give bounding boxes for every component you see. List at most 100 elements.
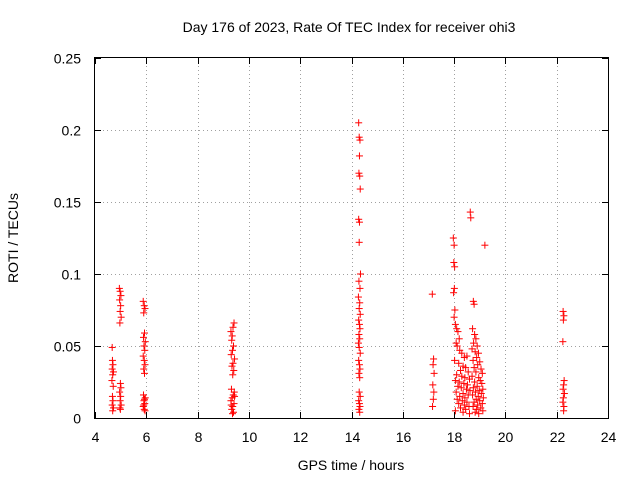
data-point [471,348,479,356]
x-tick-label: 4 [92,429,100,445]
data-point [559,307,567,315]
grid-lines [95,58,608,418]
data-point [227,351,235,359]
data-point [139,297,147,305]
data-point [430,388,438,396]
data-point [117,302,125,310]
data-point [469,356,477,364]
data-point [467,214,475,222]
data-point [479,394,487,402]
data-point [560,390,568,398]
data-point [139,391,147,399]
data-point [455,378,463,386]
data-point [478,379,486,387]
data-point [452,339,460,347]
data-point [355,316,363,324]
data-point [469,391,477,399]
data-point [471,330,479,338]
data-point [109,404,117,412]
data-point [465,410,473,418]
data-point [108,343,116,351]
data-point [462,385,470,393]
data-point [356,374,364,382]
data-point [469,402,477,410]
data-point [559,398,567,406]
x-axis-label: GPS time / hours [298,457,405,473]
data-point [229,359,237,367]
data-point [478,369,486,377]
data-point [116,397,124,405]
data-point [355,330,363,338]
data-point [559,316,567,324]
data-point [140,302,148,310]
data-point [117,384,125,392]
data-point [355,405,363,413]
data-point [355,152,363,160]
x-tick-label: 14 [345,429,361,445]
data-point [356,408,364,416]
data-point [140,309,148,317]
data-point [115,284,123,292]
data-point [430,355,438,363]
data-point [116,388,124,396]
y-tick-label: 0.05 [54,339,81,355]
data-point [476,377,484,385]
x-tick-label: 10 [242,429,258,445]
data-point [109,382,117,390]
data-point [470,398,478,406]
data-point [356,270,364,278]
data-point [473,382,481,390]
data-point [460,379,468,387]
data-point [463,352,471,360]
data-point [116,307,124,315]
data-point [466,208,474,216]
data-point [559,394,567,402]
data-point [455,335,463,343]
y-tick-label: 0 [73,411,81,427]
data-point [117,401,125,409]
data-point [355,400,363,408]
data-point [451,377,459,385]
data-point [450,241,458,249]
data-point [475,410,483,418]
data-point [457,384,465,392]
data-point [471,408,479,416]
data-point [356,172,364,180]
data-point [231,355,239,363]
data-point [466,387,474,395]
data-point [141,407,149,415]
y-tick-label: 0.2 [62,123,82,139]
data-point [109,371,117,379]
data-point [475,374,483,382]
y-tick-label: 0.1 [62,267,82,283]
plot-frame [94,57,609,419]
x-tick-label: 16 [396,429,412,445]
data-point [355,361,363,369]
data-point [468,345,476,353]
x-tick-label: 20 [498,429,514,445]
data-point [472,368,480,376]
data-point [116,404,124,412]
data-point [228,346,236,354]
data-point [462,364,470,372]
data-point [459,390,467,398]
data-point [471,378,479,386]
data-point [452,388,460,396]
data-point [469,384,477,392]
data-point [468,372,476,380]
data-point [463,381,471,389]
data-point [355,133,363,141]
data-point [228,332,236,340]
data-point [229,323,237,331]
data-point [141,346,149,354]
data-point [559,338,567,346]
data-point [139,352,147,360]
data-point [469,325,477,333]
data-point [140,405,148,413]
data-point [228,405,236,413]
data-point [458,349,466,357]
data-point [355,218,363,226]
data-point [117,292,125,300]
data-point [355,343,363,351]
data-point [354,293,362,301]
